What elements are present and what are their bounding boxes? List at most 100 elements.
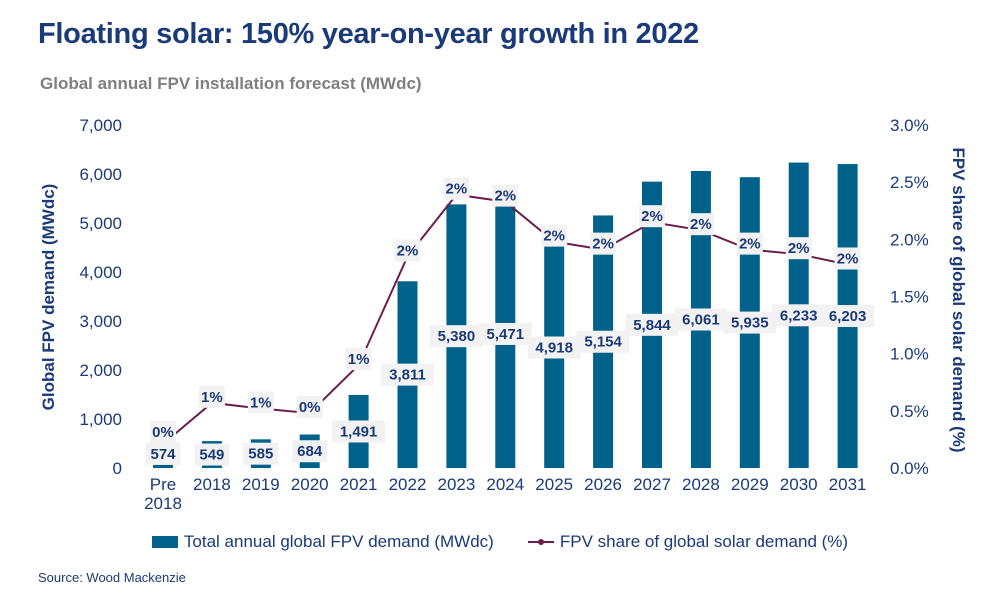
legend-item-line: FPV share of global solar demand (%) — [527, 532, 849, 552]
share-value-label-bg — [736, 232, 763, 255]
bar-value-label: 5,154 — [584, 334, 622, 351]
bar-value-label: 585 — [248, 446, 273, 463]
bar-value-label: 4,918 — [535, 340, 573, 357]
y2-axis-label: FPV share of global solar demand (%) — [949, 147, 968, 452]
share-value-label: 1% — [201, 389, 223, 406]
x-tick-label: 2020 — [291, 475, 329, 494]
share-value-label-bg — [443, 177, 470, 200]
bar-value-label-bg — [625, 313, 679, 336]
y2-tick-label: 1.0% — [890, 345, 929, 364]
share-value-label-bg — [639, 205, 665, 228]
x-tick-label: 2031 — [829, 475, 867, 494]
bar-value-label-bg — [772, 304, 826, 327]
y-axis-label: Global FPV demand (MWdc) — [39, 184, 58, 411]
share-value-label-bg — [150, 421, 176, 443]
share-value-label-bg — [785, 237, 812, 260]
x-tick-label: 2026 — [584, 475, 622, 494]
bar-value-label: 684 — [297, 443, 323, 460]
bar-value-label: 574 — [150, 446, 176, 463]
x-tick-label: 2022 — [389, 475, 427, 494]
y-tick-label: 0 — [113, 459, 122, 478]
share-value-label: 0% — [299, 399, 321, 416]
bar-value-label-bg — [381, 363, 434, 386]
bar-value-label-bg — [194, 443, 230, 466]
share-value-label: 1% — [250, 395, 272, 412]
x-tick-label: Pre 2018 — [144, 475, 182, 513]
bar-value-label-bg — [243, 442, 279, 465]
y2-tick-label: 2.5% — [890, 173, 929, 192]
x-tick-label: 2023 — [437, 475, 475, 494]
share-value-label: 2% — [641, 208, 663, 225]
legend-label-line: FPV share of global solar demand (%) — [559, 532, 849, 551]
share-value-label: 1% — [348, 351, 370, 368]
y-tick-label: 7,000 — [79, 116, 122, 135]
x-tick-label: 2018 — [193, 475, 231, 494]
share-value-label: 2% — [494, 188, 516, 205]
source-note: Source: Wood Mackenzie — [38, 570, 186, 585]
share-value-label: 2% — [739, 236, 761, 253]
bar-value-label-bg — [576, 330, 630, 353]
y2-tick-label: 0.5% — [890, 402, 929, 421]
x-tick-label: 2030 — [780, 475, 818, 494]
bar-value-label: 5,380 — [438, 328, 476, 345]
bar-value-label-bg — [674, 308, 728, 331]
legend-label-bar: Total annual global FPV demand (MWdc) — [183, 532, 494, 551]
share-value-label-bg — [394, 239, 421, 262]
share-value-label: 2% — [788, 240, 810, 257]
share-value-label: 2% — [690, 216, 712, 233]
y-tick-label: 6,000 — [79, 165, 122, 184]
share-value-label-bg — [247, 391, 274, 414]
bar-value-label-bg — [332, 420, 386, 443]
x-tick-label: 2029 — [731, 475, 769, 494]
y2-tick-label: 0.0% — [890, 459, 929, 478]
bar-value-label: 549 — [199, 447, 224, 464]
y-tick-label: 2,000 — [79, 361, 122, 380]
legend-item-bar: Total annual global FPV demand (MWdc) — [151, 532, 494, 552]
chart-title: Floating solar: 150% year-on-year growth… — [38, 18, 699, 50]
bar-value-label: 5,471 — [487, 326, 525, 343]
y2-tick-label: 1.5% — [890, 288, 929, 307]
x-tick-label: 2019 — [242, 475, 280, 494]
chart-subtitle: Global annual FPV installation forecast … — [40, 74, 422, 93]
share-value-label-bg — [492, 184, 519, 207]
y2-tick-label: 2.0% — [890, 230, 929, 249]
bar-value-label: 5,844 — [633, 317, 671, 334]
bar-value-label-bg — [821, 305, 875, 328]
share-value-label: 2% — [543, 228, 565, 245]
bar-value-label-bg — [145, 442, 181, 465]
share-value-label-bg — [345, 348, 372, 371]
x-tick-label: 2028 — [682, 475, 720, 494]
bar-value-label-bg — [723, 311, 777, 334]
bar-value-label: 1,491 — [340, 423, 378, 440]
bar-value-label: 6,203 — [829, 308, 867, 325]
share-value-label-bg — [687, 213, 714, 236]
legend: Total annual global FPV demand (MWdc) FP… — [0, 532, 1000, 552]
x-tick-label: 2025 — [535, 475, 573, 494]
share-value-label-bg — [541, 224, 568, 247]
bar-value-label-bg — [527, 336, 581, 359]
share-value-label: 2% — [397, 242, 419, 259]
share-value-label-bg — [198, 385, 225, 408]
legend-swatch-line — [527, 536, 554, 548]
y-tick-label: 4,000 — [79, 263, 122, 282]
share-value-label: 2% — [592, 236, 614, 253]
x-tick-label: 2027 — [633, 475, 671, 494]
y-tick-label: 5,000 — [79, 214, 122, 233]
share-value-label: 2% — [837, 250, 859, 267]
bar-value-label-bg — [292, 440, 328, 463]
bar-value-label: 6,061 — [682, 312, 720, 329]
bar-value-label: 3,811 — [389, 367, 426, 384]
share-value-label-bg — [296, 396, 323, 419]
y2-tick-label: 3.0% — [890, 116, 929, 135]
legend-swatch-bar — [151, 536, 178, 548]
x-tick-label: 2024 — [486, 475, 524, 494]
share-value-label: 0% — [152, 424, 174, 441]
y-tick-label: 3,000 — [79, 312, 122, 331]
share-value-label-bg — [834, 247, 861, 270]
bar-value-label-bg — [478, 322, 532, 345]
bar-value-label: 5,935 — [731, 315, 769, 332]
y-tick-label: 1,000 — [79, 410, 122, 429]
share-value-label-bg — [590, 232, 617, 255]
